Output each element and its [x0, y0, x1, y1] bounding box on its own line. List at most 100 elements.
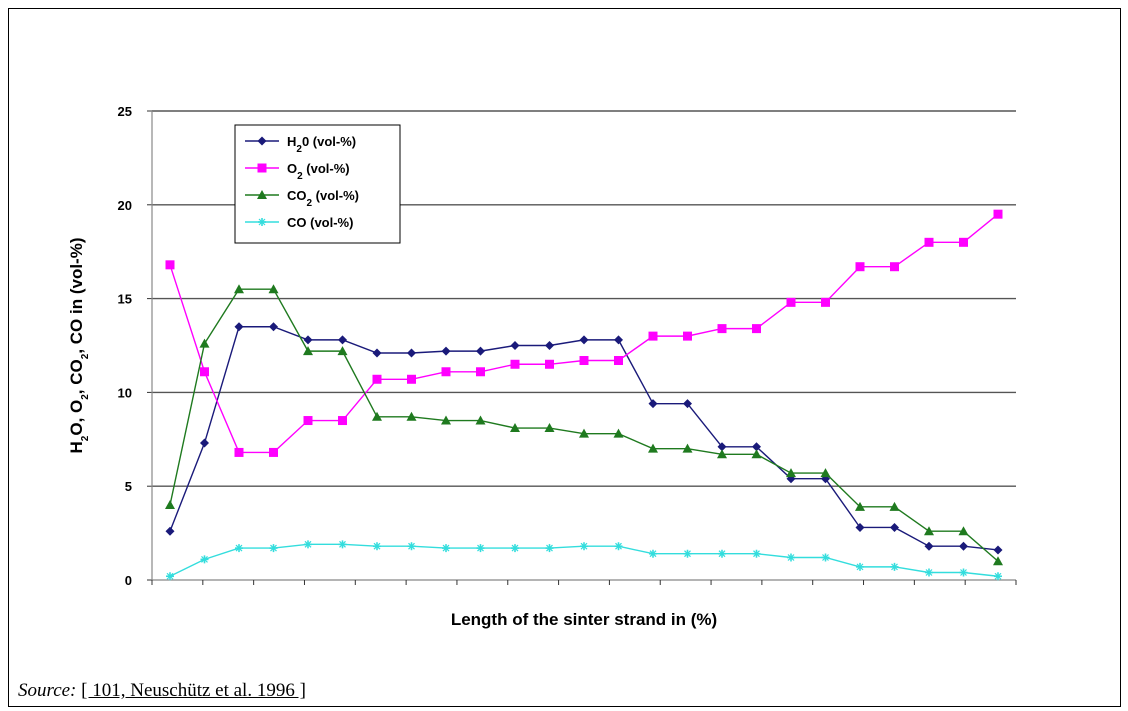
data-point	[234, 284, 244, 294]
data-point	[855, 522, 865, 532]
y-tick-label: 0	[125, 573, 132, 588]
data-point	[257, 136, 267, 146]
data-point	[683, 549, 692, 558]
data-point	[166, 572, 174, 581]
data-point	[200, 438, 209, 448]
data-point	[510, 359, 520, 369]
series-line-o2	[169, 213, 999, 454]
data-point	[717, 442, 727, 452]
y-tick-label: 10	[118, 385, 132, 400]
data-point	[234, 447, 244, 457]
data-point	[476, 367, 485, 377]
data-point	[614, 356, 623, 366]
data-point	[337, 346, 348, 356]
data-point	[407, 542, 416, 551]
data-point	[372, 374, 382, 384]
data-point-stroke	[258, 218, 266, 226]
data-point	[924, 237, 934, 247]
data-point	[442, 544, 450, 553]
data-point	[717, 449, 727, 459]
data-point	[614, 542, 623, 551]
data-point-stroke	[580, 542, 588, 550]
data-point	[441, 367, 451, 377]
data-point	[234, 322, 244, 332]
source-reference-link[interactable]: [ 101, Neuschütz et al. 1996 ]	[81, 680, 306, 701]
data-point	[199, 338, 210, 348]
data-point	[649, 549, 657, 558]
data-point	[476, 346, 485, 356]
data-point	[269, 322, 278, 332]
series-o2	[165, 209, 1003, 457]
source-label: Source:	[18, 680, 77, 701]
data-point-stroke	[684, 550, 691, 558]
data-point	[545, 359, 554, 369]
series-line-co2	[169, 288, 999, 562]
data-point-stroke	[304, 540, 312, 548]
data-point	[235, 544, 243, 553]
data-point	[165, 499, 175, 509]
data-point-stroke	[201, 555, 208, 563]
data-point	[303, 416, 313, 426]
data-point	[269, 544, 278, 553]
data-point-stroke	[856, 563, 864, 571]
y-tick-label: 25	[118, 104, 132, 119]
legend-item-co2: CO2 (vol-%)	[245, 188, 359, 209]
data-point	[475, 415, 486, 425]
legend-label: O2 (vol-%)	[287, 161, 350, 182]
data-point	[856, 562, 864, 571]
y-tick-label: 20	[118, 198, 132, 213]
data-point	[717, 324, 727, 334]
data-point	[510, 423, 520, 433]
data-point	[820, 468, 831, 478]
data-point-stroke	[994, 572, 1002, 580]
y-tick-label: 5	[125, 479, 132, 494]
data-point	[373, 542, 381, 551]
data-point	[993, 556, 1003, 566]
legend: H20 (vol-%) O2 (vol-%) CO2 (vol-%) CO (vol-…	[234, 124, 401, 244]
data-point	[545, 341, 554, 350]
data-point	[821, 297, 830, 307]
data-point	[683, 331, 692, 341]
data-point	[959, 237, 968, 247]
data-point	[821, 553, 830, 562]
data-point	[683, 399, 692, 409]
data-point	[890, 562, 899, 571]
data-point-stroke	[615, 542, 622, 550]
data-point	[890, 522, 899, 532]
data-point-stroke	[373, 542, 381, 550]
data-point	[751, 449, 762, 459]
data-point	[476, 544, 485, 553]
data-point	[268, 284, 279, 294]
data-point	[994, 572, 1002, 581]
data-point	[510, 341, 520, 350]
data-point	[372, 411, 382, 421]
data-point	[890, 262, 899, 272]
data-point	[614, 335, 623, 345]
legend-item-co: CO (vol-%)	[245, 215, 353, 230]
data-point	[752, 549, 761, 558]
data-point	[165, 526, 175, 536]
data-point	[165, 260, 175, 270]
data-point	[441, 415, 451, 425]
legend-item-o2: O2 (vol-%)	[245, 161, 350, 182]
data-point-stroke	[166, 572, 174, 580]
data-point	[338, 416, 347, 426]
legend-label: H20 (vol-%)	[287, 134, 356, 155]
data-point-stroke	[718, 550, 726, 558]
data-point	[787, 553, 795, 562]
data-point	[958, 526, 969, 536]
data-point	[959, 541, 968, 551]
data-point	[613, 428, 624, 438]
data-point	[855, 262, 865, 272]
data-point	[200, 367, 209, 377]
data-point	[925, 568, 933, 577]
data-point-stroke	[339, 540, 346, 548]
data-point	[924, 526, 934, 536]
legend-label: CO2 (vol-%)	[287, 188, 359, 209]
data-point-stroke	[649, 550, 657, 558]
series-group	[165, 209, 1003, 581]
data-point-stroke	[891, 563, 898, 571]
data-point	[579, 335, 589, 345]
legend-item-h2o: H20 (vol-%)	[245, 134, 356, 155]
